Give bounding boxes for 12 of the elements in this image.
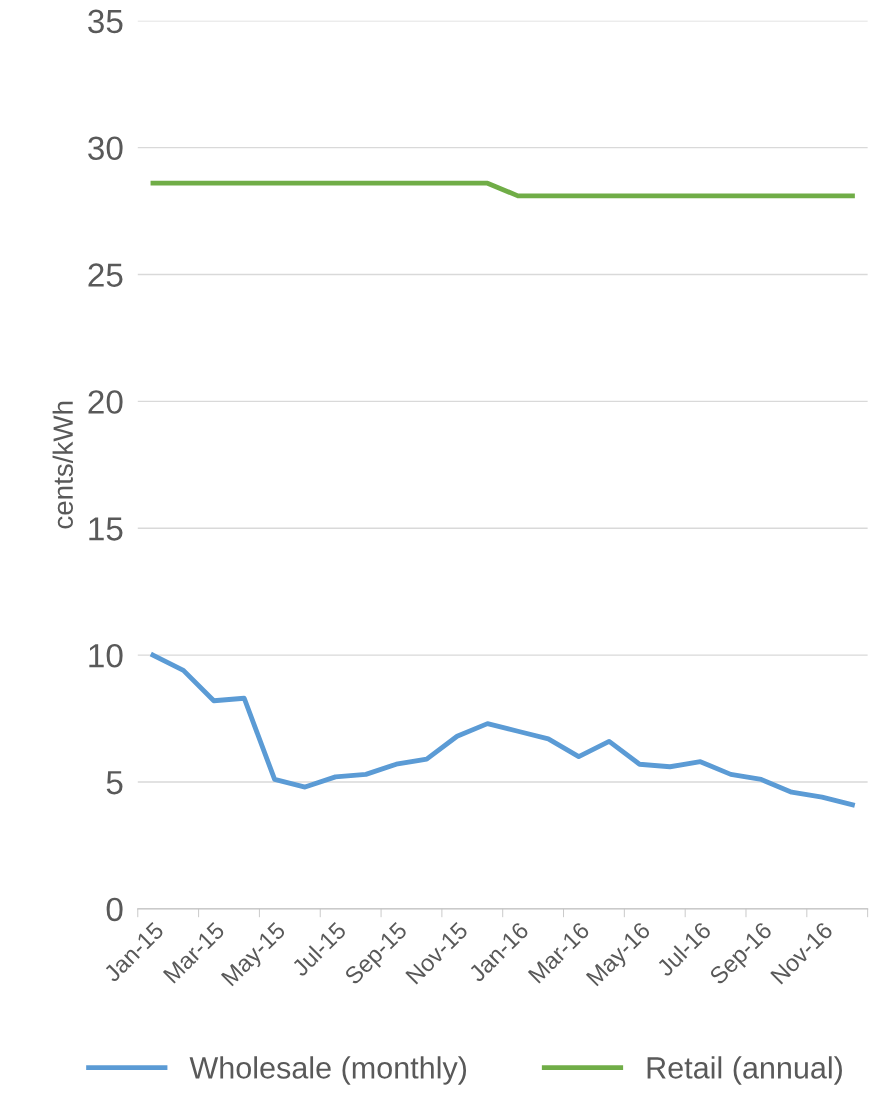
- y-tick-label: 5: [106, 771, 123, 795]
- y-tick-label: 30: [88, 136, 123, 161]
- y-tick-label: 0: [106, 897, 123, 922]
- legend-label: Retail (annual): [647, 1056, 842, 1085]
- y-tick-label: 35: [88, 9, 123, 34]
- line-series: [150, 652, 855, 808]
- y-tick-label: 25: [88, 263, 123, 287]
- y-tick-label: 15: [89, 517, 123, 541]
- y-tick-label: 20: [88, 390, 123, 414]
- legend-label: Wholesale (monthly): [189, 1056, 467, 1085]
- y-tick-label: 10: [89, 643, 123, 668]
- y-axis-title: cents/kWh: [52, 401, 73, 529]
